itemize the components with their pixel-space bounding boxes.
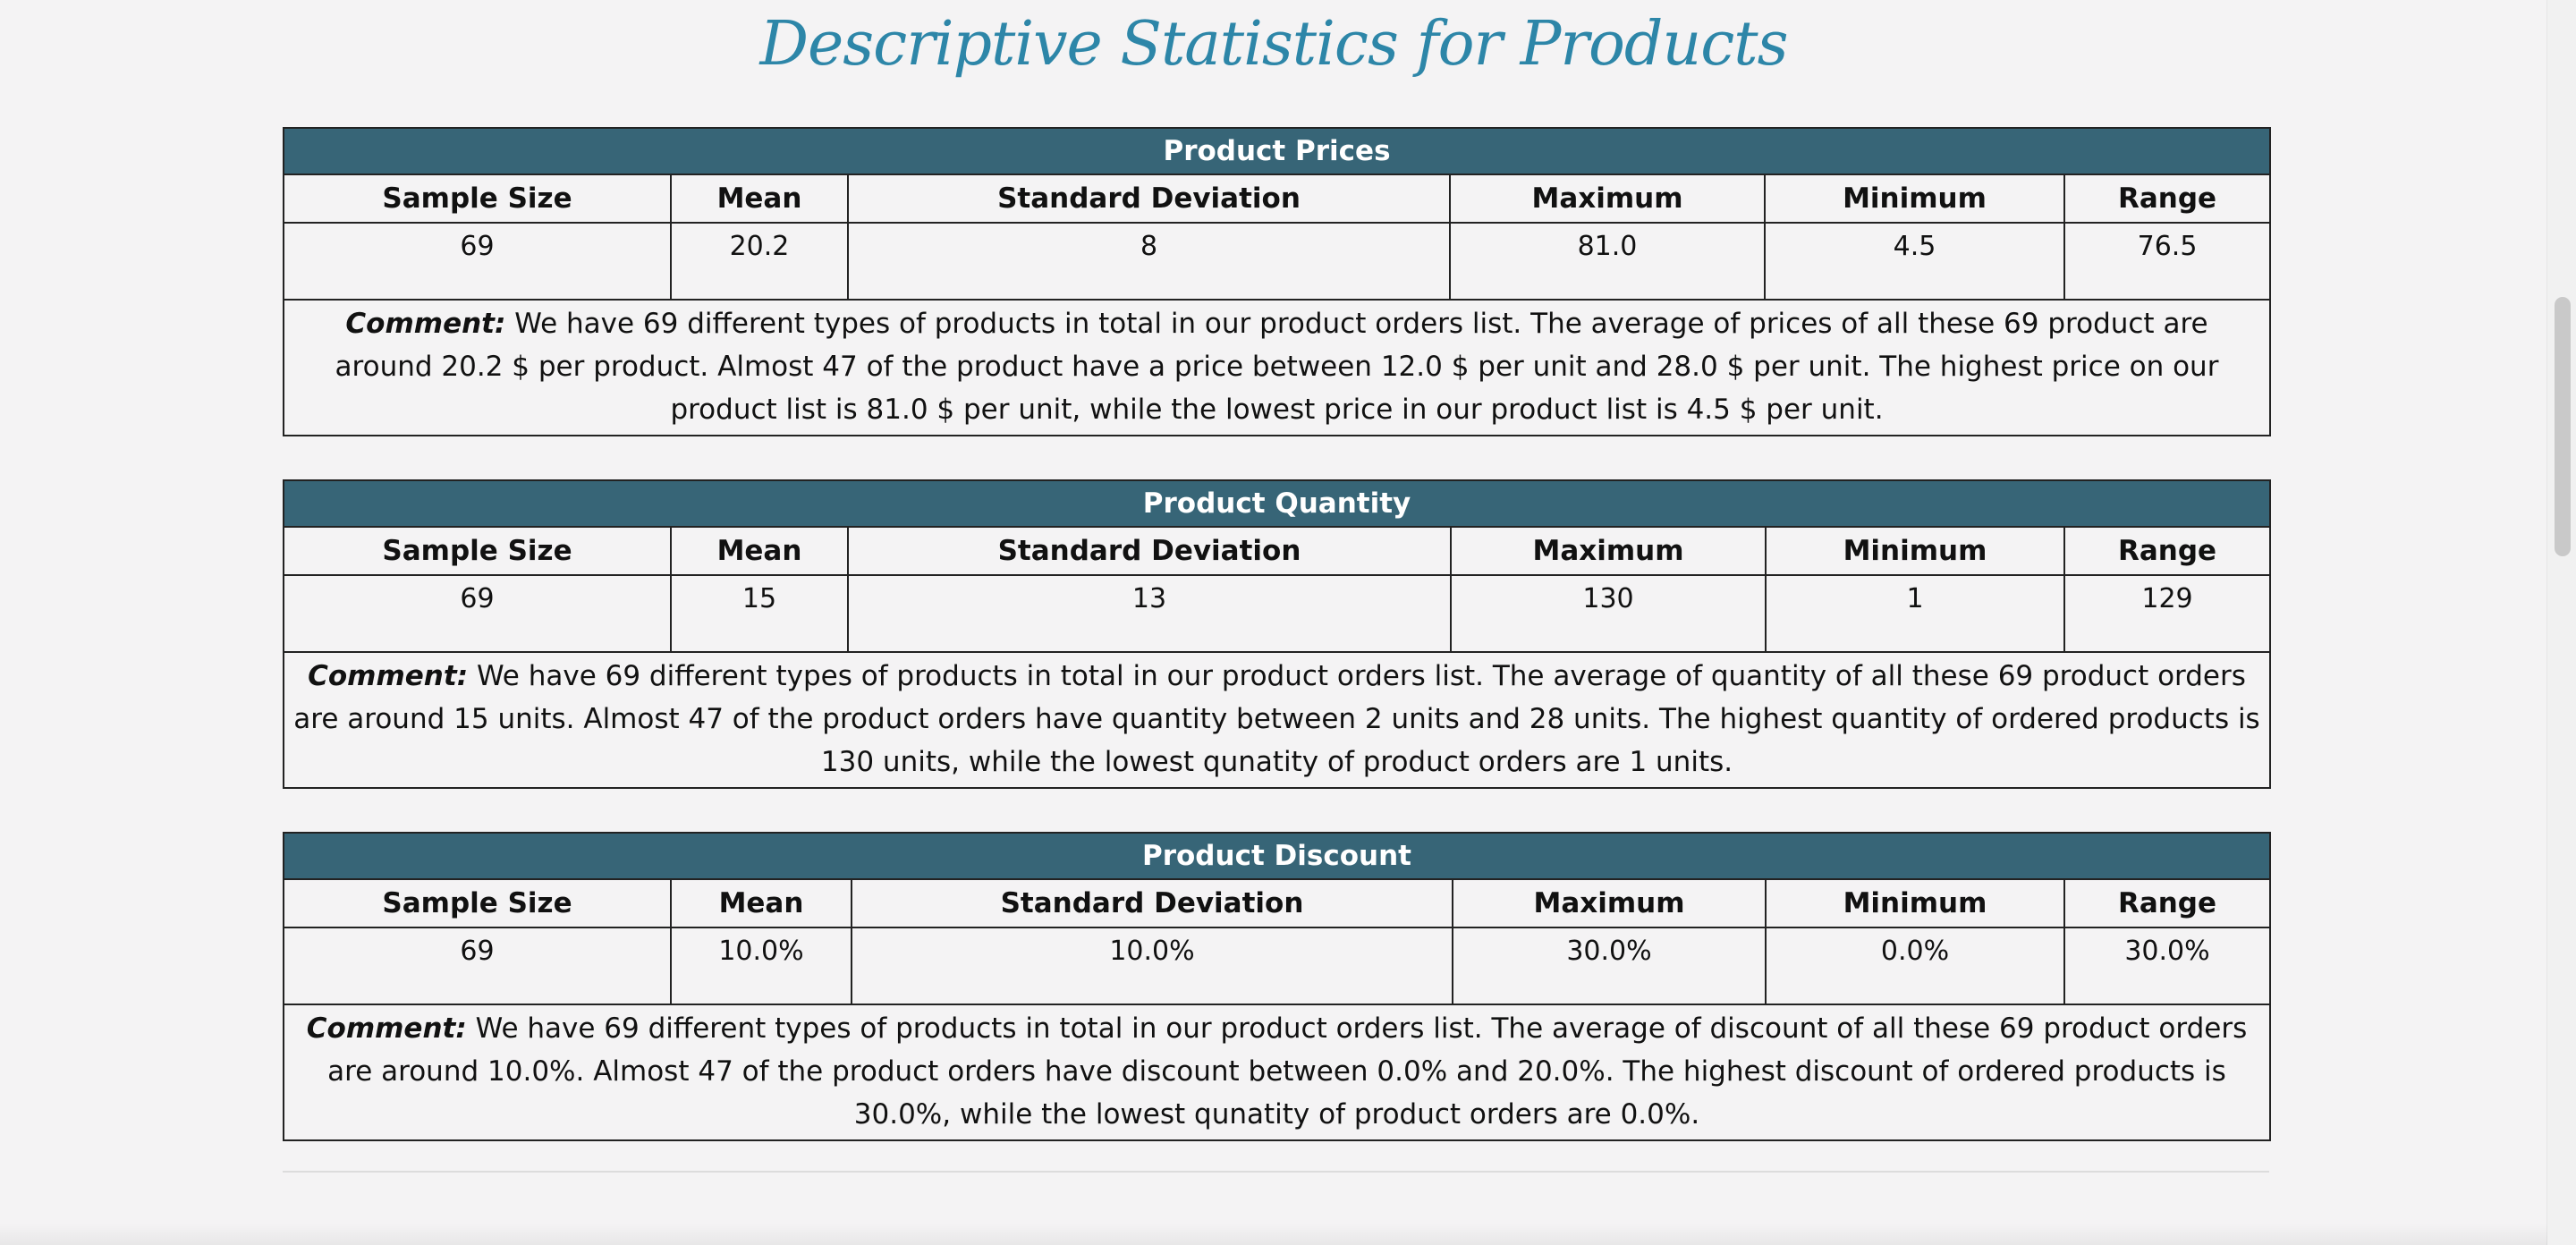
value-maximum: 81.0 xyxy=(1449,222,1766,301)
value-minimum: 4.5 xyxy=(1764,222,2065,301)
value-standard-deviation: 10.0% xyxy=(851,927,1453,1005)
comment-cell: Comment: We have 69 different types of p… xyxy=(283,1004,2271,1141)
table-caption: Product Discount xyxy=(283,832,2271,880)
value-mean: 15 xyxy=(670,574,849,653)
header-maximum: Maximum xyxy=(1452,878,1767,928)
product-quantity-table: Product Quantity Sample Size Mean Standa… xyxy=(282,479,2272,789)
header-mean: Mean xyxy=(670,878,852,928)
table-header-row: Sample Size Mean Standard Deviation Maxi… xyxy=(283,878,2271,928)
page-title: Descriptive Statistics for Products xyxy=(759,9,1788,80)
comment-cell: Comment: We have 69 different types of p… xyxy=(282,651,2272,789)
value-sample-size: 69 xyxy=(283,222,672,301)
product-discount-table: Product Discount Sample Size Mean Standa… xyxy=(283,832,2271,1141)
header-minimum: Minimum xyxy=(1764,174,2065,224)
header-range: Range xyxy=(2063,526,2272,576)
scrollbar-thumb[interactable] xyxy=(2555,297,2571,556)
value-range: 76.5 xyxy=(2063,222,2272,301)
header-mean: Mean xyxy=(670,174,849,224)
value-standard-deviation: 8 xyxy=(847,222,1451,301)
header-maximum: Maximum xyxy=(1449,174,1766,224)
table-header-row: Sample Size Mean Standard Deviation Maxi… xyxy=(283,526,2272,576)
value-sample-size: 69 xyxy=(283,574,672,653)
value-minimum: 1 xyxy=(1765,574,2065,653)
header-sample-size: Sample Size xyxy=(283,878,672,928)
value-range: 30.0% xyxy=(2063,927,2271,1005)
header-sample-size: Sample Size xyxy=(283,526,672,576)
header-maximum: Maximum xyxy=(1450,526,1767,576)
comment-label: Comment: xyxy=(306,1012,467,1045)
header-mean: Mean xyxy=(670,526,849,576)
header-minimum: Minimum xyxy=(1765,526,2065,576)
product-prices-table: Product Prices Sample Size Mean Standard… xyxy=(282,127,2272,436)
scrollbar[interactable] xyxy=(2546,0,2576,1245)
value-maximum: 130 xyxy=(1450,574,1767,653)
value-mean: 10.0% xyxy=(670,927,852,1005)
header-standard-deviation: Standard Deviation xyxy=(847,526,1452,576)
table-row: 69 10.0% 10.0% 30.0% 0.0% 30.0% xyxy=(283,927,2271,1005)
header-range: Range xyxy=(2063,174,2272,224)
comment-cell: Comment: We have 69 different types of p… xyxy=(282,299,2272,436)
header-standard-deviation: Standard Deviation xyxy=(847,174,1451,224)
value-standard-deviation: 13 xyxy=(847,574,1452,653)
table-caption: Product Quantity xyxy=(282,479,2272,528)
header-minimum: Minimum xyxy=(1765,878,2065,928)
value-sample-size: 69 xyxy=(283,927,672,1005)
bottom-shade xyxy=(0,1224,2547,1245)
table-header-row: Sample Size Mean Standard Deviation Maxi… xyxy=(283,174,2272,224)
value-range: 129 xyxy=(2063,574,2272,653)
comment-label: Comment: xyxy=(308,660,469,692)
header-standard-deviation: Standard Deviation xyxy=(851,878,1453,928)
table-row: 69 20.2 8 81.0 4.5 76.5 xyxy=(283,222,2272,301)
comment-text: We have 69 different types of products i… xyxy=(293,660,2260,778)
table-row: 69 15 13 130 1 129 xyxy=(283,574,2272,653)
header-range: Range xyxy=(2063,878,2271,928)
comment-label: Comment: xyxy=(345,308,506,340)
table-caption: Product Prices xyxy=(282,127,2272,175)
value-mean: 20.2 xyxy=(670,222,849,301)
header-sample-size: Sample Size xyxy=(283,174,672,224)
comment-text: We have 69 different types of products i… xyxy=(327,1012,2248,1131)
value-minimum: 0.0% xyxy=(1765,927,2065,1005)
comment-text: We have 69 different types of products i… xyxy=(335,308,2219,426)
value-maximum: 30.0% xyxy=(1452,927,1767,1005)
section-divider xyxy=(283,1171,2269,1173)
